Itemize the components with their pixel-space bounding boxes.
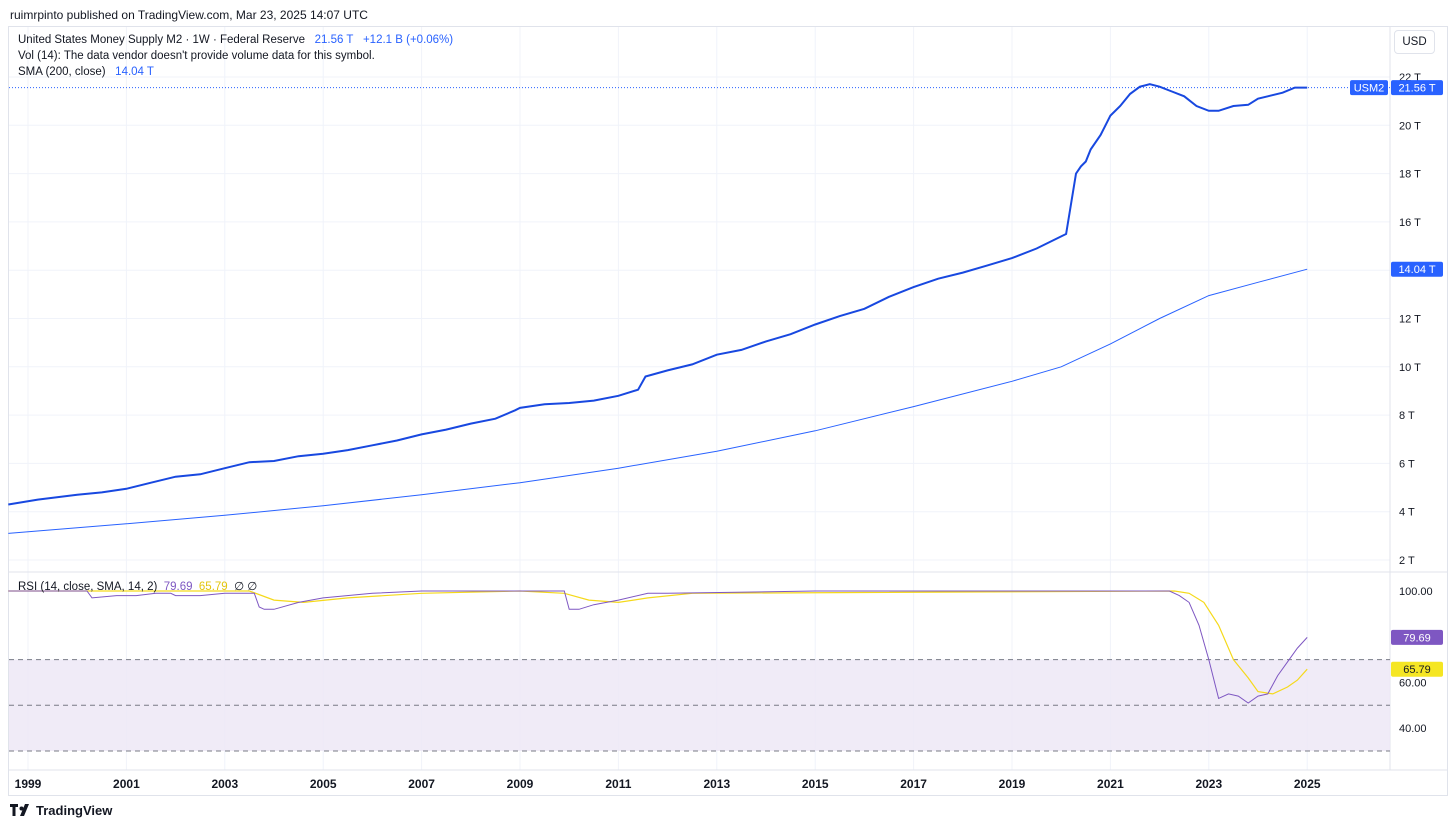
rsi-tick: 60.00 bbox=[1399, 677, 1427, 689]
time-axis: 1999 2001 2003 2005 2007 2009 2011 2013 2015 2017… bbox=[15, 777, 1321, 791]
symbol-tag-box bbox=[1350, 80, 1388, 96]
price-tick: 18 T bbox=[1399, 169, 1421, 181]
price-tag-value: 14.04 T bbox=[1398, 264, 1435, 276]
rsi-tick: 40.00 bbox=[1399, 723, 1427, 735]
time-tick: 2003 bbox=[211, 777, 238, 791]
legend-rsi-value: 79.69 bbox=[163, 581, 193, 593]
footer-brand-text: TradingView bbox=[36, 803, 113, 818]
price-tag-value: 65.79 bbox=[1403, 664, 1431, 676]
legend-rsi[interactable]: RSI (14, close, SMA, 14, 2) 79.69 65.79 … bbox=[18, 579, 257, 593]
legend-main[interactable]: United States Money Supply M2 · 1W · Fed… bbox=[18, 34, 453, 46]
legend-sma-label: SMA (200, close) bbox=[18, 66, 106, 78]
symbol-tag-label: USM2 bbox=[1354, 83, 1385, 95]
currency-button[interactable]: USD bbox=[1394, 30, 1435, 54]
rsi-line bbox=[8, 590, 1308, 704]
time-tick: 2015 bbox=[802, 777, 829, 791]
published-line: ruimrpinto published on TradingView.com,… bbox=[10, 8, 368, 22]
price-tick: 2 T bbox=[1399, 555, 1415, 567]
time-tick: 2025 bbox=[1294, 777, 1321, 791]
sma-line bbox=[8, 268, 1308, 534]
legend-last: 21.56 T bbox=[314, 34, 354, 46]
price-tag-value: 21.56 T bbox=[1398, 83, 1435, 95]
rsi-tick: 100.00 bbox=[1399, 586, 1433, 598]
price-tag-box bbox=[1391, 629, 1443, 645]
price-tag-box bbox=[1391, 261, 1443, 277]
legend-rsi-extra: ∅ ∅ bbox=[234, 581, 258, 593]
price-axis: 2 T4 T6 T8 T10 T12 T14 T16 T18 T20 T22 T bbox=[1399, 72, 1421, 567]
legend-rsi-label: RSI (14, close, SMA, 14, 2) bbox=[18, 581, 158, 593]
chart-frame bbox=[8, 26, 1448, 796]
legend-sma[interactable]: SMA (200, close) 14.04 T bbox=[18, 66, 154, 78]
time-tick: 2005 bbox=[310, 777, 337, 791]
time-tick: 2023 bbox=[1195, 777, 1222, 791]
footer-brand[interactable]: TradingView bbox=[10, 803, 112, 818]
time-tick: 2009 bbox=[507, 777, 534, 791]
time-tick: 2019 bbox=[999, 777, 1026, 791]
time-tick: 1999 bbox=[15, 777, 42, 791]
time-tick: 2007 bbox=[408, 777, 435, 791]
price-tick: 8 T bbox=[1399, 410, 1415, 422]
price-tick: 10 T bbox=[1399, 362, 1421, 374]
m2-line bbox=[8, 83, 1308, 506]
price-tag-box bbox=[1391, 661, 1443, 677]
rsi-band bbox=[9, 659, 1390, 751]
legend-symbol: United States Money Supply M2 · 1W · Fed… bbox=[18, 34, 305, 46]
time-tick: 2011 bbox=[605, 777, 631, 791]
legend-rsi-ma-value: 65.79 bbox=[198, 581, 228, 593]
time-tick: 2001 bbox=[113, 777, 140, 791]
price-tick: 12 T bbox=[1399, 314, 1421, 326]
legend-change: +12.1 B (+0.06%) bbox=[362, 34, 454, 46]
price-tick: 6 T bbox=[1399, 458, 1415, 470]
time-tick: 2013 bbox=[703, 777, 730, 791]
price-tags: 21.56 T USM2 14.04 T 79.69 65.79 bbox=[1350, 80, 1443, 677]
legend-vol[interactable]: Vol (14): The data vendor doesn't provid… bbox=[18, 50, 375, 62]
tradingview-logo-icon bbox=[10, 803, 29, 816]
time-tick: 2017 bbox=[900, 777, 927, 791]
price-tag-value: 79.69 bbox=[1403, 632, 1431, 644]
price-tick: 16 T bbox=[1399, 217, 1421, 229]
price-tick: 20 T bbox=[1399, 120, 1421, 132]
time-tick: 2021 bbox=[1097, 777, 1124, 791]
grid-lines bbox=[9, 27, 1447, 771]
legend-vol-text: Vol (14): The data vendor doesn't provid… bbox=[18, 50, 375, 62]
price-tag-box bbox=[1391, 80, 1443, 96]
price-tick: 4 T bbox=[1399, 507, 1415, 519]
legend-sma-value: 14.04 T bbox=[115, 66, 154, 78]
rsi-axis: 40.00 60.00 100.00 bbox=[1399, 586, 1433, 735]
